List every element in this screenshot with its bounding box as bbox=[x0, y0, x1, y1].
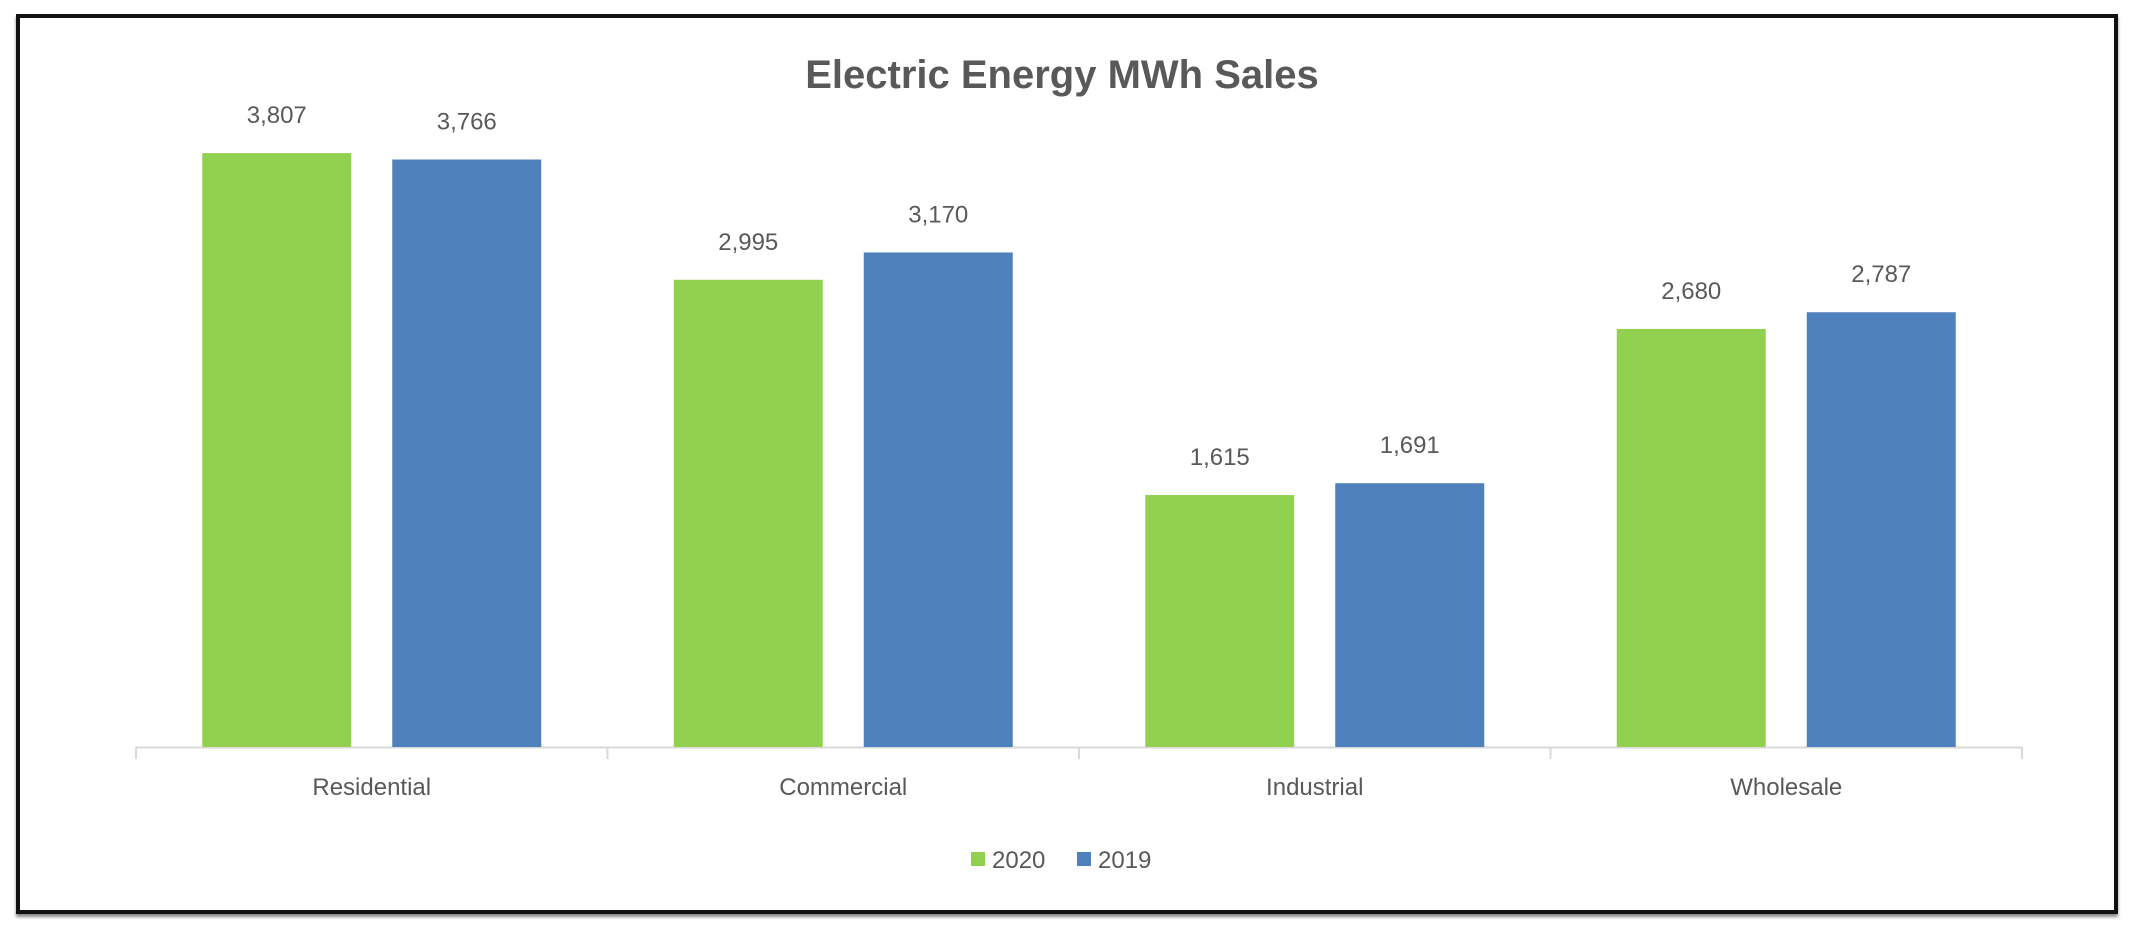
bar-2019-industrial bbox=[1335, 483, 1485, 747]
data-label: 3,766 bbox=[437, 109, 497, 136]
bar-2020-residential bbox=[202, 153, 352, 747]
x-tick-label: Residential bbox=[312, 774, 431, 801]
bars: 3,807 3,766 2,995 3,170 1,615 1,691 2,680 2,787 bbox=[202, 102, 1956, 748]
data-label: 1,691 bbox=[1380, 432, 1440, 459]
x-tick-label: Industrial bbox=[1266, 774, 1363, 801]
data-label: 2,787 bbox=[1851, 261, 1911, 288]
data-label: 3,807 bbox=[247, 102, 307, 129]
x-tick-label: Wholesale bbox=[1730, 774, 1842, 801]
data-label: 1,615 bbox=[1190, 444, 1250, 471]
bar-2019-wholesale bbox=[1806, 312, 1956, 747]
chart-frame bbox=[16, 14, 2118, 914]
bar-2020-wholesale bbox=[1616, 328, 1766, 747]
legend-swatch-2020 bbox=[971, 852, 985, 866]
legend-swatch-2019 bbox=[1077, 852, 1091, 866]
data-label: 2,680 bbox=[1661, 278, 1721, 305]
bar-2020-commercial bbox=[673, 279, 823, 747]
legend-label-2019: 2019 bbox=[1098, 847, 1151, 874]
x-axis: Residential Commercial Industrial Wholesale bbox=[135, 746, 2023, 801]
data-label: 2,995 bbox=[718, 229, 778, 256]
data-label: 3,170 bbox=[908, 201, 968, 228]
bar-2020-industrial bbox=[1145, 495, 1295, 747]
bar-2019-residential bbox=[392, 159, 542, 747]
bar-2019-commercial bbox=[863, 252, 1013, 748]
x-tick-label: Commercial bbox=[779, 774, 907, 801]
legend: 2020 2019 bbox=[971, 847, 1151, 874]
legend-label-2020: 2020 bbox=[992, 847, 1045, 874]
chart-title: Electric Energy MWh Sales bbox=[805, 53, 1319, 97]
